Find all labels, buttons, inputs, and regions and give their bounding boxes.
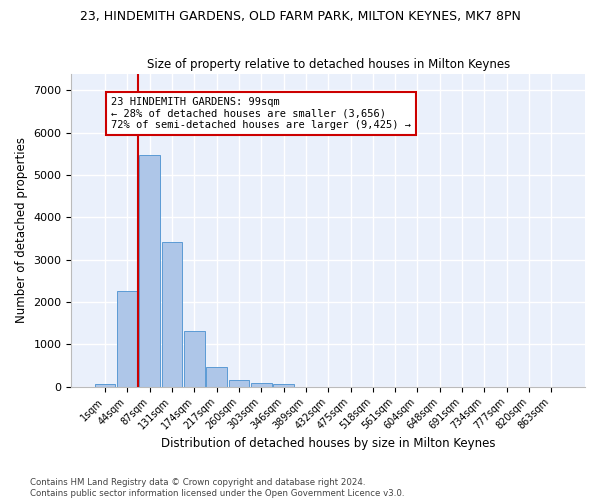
Bar bbox=[206, 368, 227, 386]
Bar bbox=[229, 380, 249, 386]
Text: Contains HM Land Registry data © Crown copyright and database right 2024.
Contai: Contains HM Land Registry data © Crown c… bbox=[30, 478, 404, 498]
Text: 23 HINDEMITH GARDENS: 99sqm
← 28% of detached houses are smaller (3,656)
72% of : 23 HINDEMITH GARDENS: 99sqm ← 28% of det… bbox=[111, 97, 411, 130]
Bar bbox=[184, 332, 205, 386]
Bar bbox=[139, 155, 160, 386]
Bar bbox=[162, 242, 182, 386]
Title: Size of property relative to detached houses in Milton Keynes: Size of property relative to detached ho… bbox=[146, 58, 510, 71]
X-axis label: Distribution of detached houses by size in Milton Keynes: Distribution of detached houses by size … bbox=[161, 437, 496, 450]
Bar bbox=[273, 384, 294, 386]
Bar bbox=[251, 383, 272, 386]
Bar bbox=[95, 384, 115, 386]
Text: 23, HINDEMITH GARDENS, OLD FARM PARK, MILTON KEYNES, MK7 8PN: 23, HINDEMITH GARDENS, OLD FARM PARK, MI… bbox=[80, 10, 520, 23]
Y-axis label: Number of detached properties: Number of detached properties bbox=[15, 137, 28, 323]
Bar bbox=[117, 290, 137, 386]
